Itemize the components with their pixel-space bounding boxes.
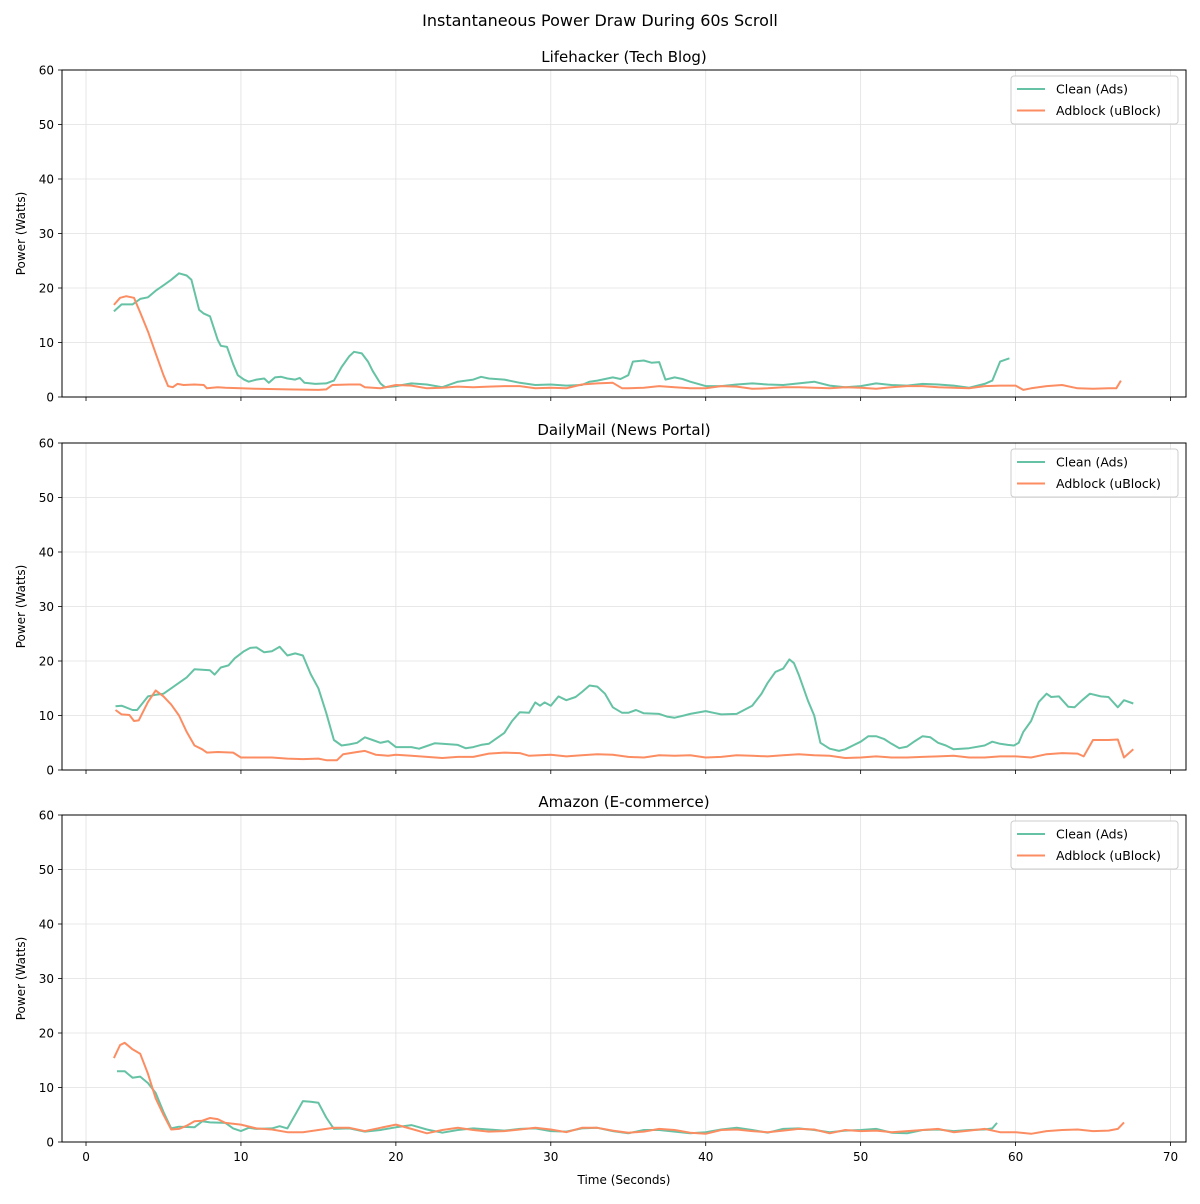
legend-box [1010,820,1179,870]
legend: Clean (Ads) Adblock (uBlock) [1010,448,1179,498]
x-axis-label: Time (Seconds) [577,1173,671,1187]
x-tick-label: 30 [543,1150,558,1164]
subplot-title: Lifehacker (Tech Blog) [541,48,707,66]
legend-box [1010,448,1179,498]
subplot-title: Amazon (E-commerce) [538,793,709,811]
y-axis-label: Power (Watts) [14,937,28,1021]
y-axis-label: Power (Watts) [14,565,28,649]
legend: Clean (Ads) Adblock (uBlock) [1010,75,1179,125]
axes-frame [61,69,1187,398]
series-line-clean [117,1070,998,1135]
y-tick-label: 50 [39,118,54,132]
legend-box [1010,75,1179,125]
series-line-adblock [114,689,1134,762]
subplot-1: 0 10 20 30 40 50 60 DailyMail (News Portal) Powe… [14,421,1187,778]
y-tick-label: 0 [46,391,54,405]
y-tick-label: 10 [39,709,54,723]
series-line-clean [113,272,1010,389]
y-axis-label: Power (Watts) [14,192,28,276]
legend-label: Clean (Ads) [1056,455,1128,470]
x-tick-label: 70 [1163,1150,1178,1164]
y-tick-label: 40 [39,546,54,560]
y-tick-label: 50 [39,863,54,877]
y-tick-label: 0 [46,1136,54,1150]
legend: Clean (Ads) Adblock (uBlock) [1010,820,1179,870]
subplot-2: 0 10 20 30 40 50 60 70 0 10 20 30 40 50 60 Amazon (E-co… [14,793,1187,1187]
legend-label: Clean (Ads) [1056,82,1128,97]
x-tick-label: 40 [698,1150,713,1164]
x-tick-label: 50 [853,1150,868,1164]
y-tick-label: 0 [46,764,54,778]
series-line-adblock [112,1041,1125,1135]
y-tick-label: 30 [39,600,54,614]
legend-label: Adblock (uBlock) [1056,103,1161,118]
y-tick-label: 10 [39,1081,54,1095]
y-tick-label: 40 [39,918,54,932]
x-tick-label: 10 [233,1150,248,1164]
axes-frame [61,442,1187,771]
x-tick-label: 60 [1008,1150,1023,1164]
axes-frame [61,814,1187,1143]
series-line-clean [115,645,1134,752]
subplot-0: 0 10 20 30 40 50 60 Lifehacker (Tech Blog) Power… [14,48,1187,405]
y-tick-label: 60 [39,64,54,78]
y-tick-label: 50 [39,491,54,505]
y-tick-label: 10 [39,336,54,350]
figure-title: Instantaneous Power Draw During 60s Scro… [422,11,778,30]
y-tick-label: 30 [39,227,54,241]
y-tick-label: 60 [39,809,54,823]
y-tick-label: 20 [39,1027,54,1041]
y-tick-label: 20 [39,282,54,296]
y-tick-label: 40 [39,173,54,187]
series-line-adblock [113,295,1122,391]
x-tick-label: 20 [388,1150,403,1164]
legend-label: Clean (Ads) [1056,827,1128,842]
y-tick-label: 60 [39,437,54,451]
subplot-title: DailyMail (News Portal) [537,421,710,439]
x-tick-label: 0 [82,1150,90,1164]
y-tick-label: 20 [39,655,54,669]
legend-label: Adblock (uBlock) [1056,848,1161,863]
legend-label: Adblock (uBlock) [1056,476,1161,491]
y-tick-label: 30 [39,972,54,986]
